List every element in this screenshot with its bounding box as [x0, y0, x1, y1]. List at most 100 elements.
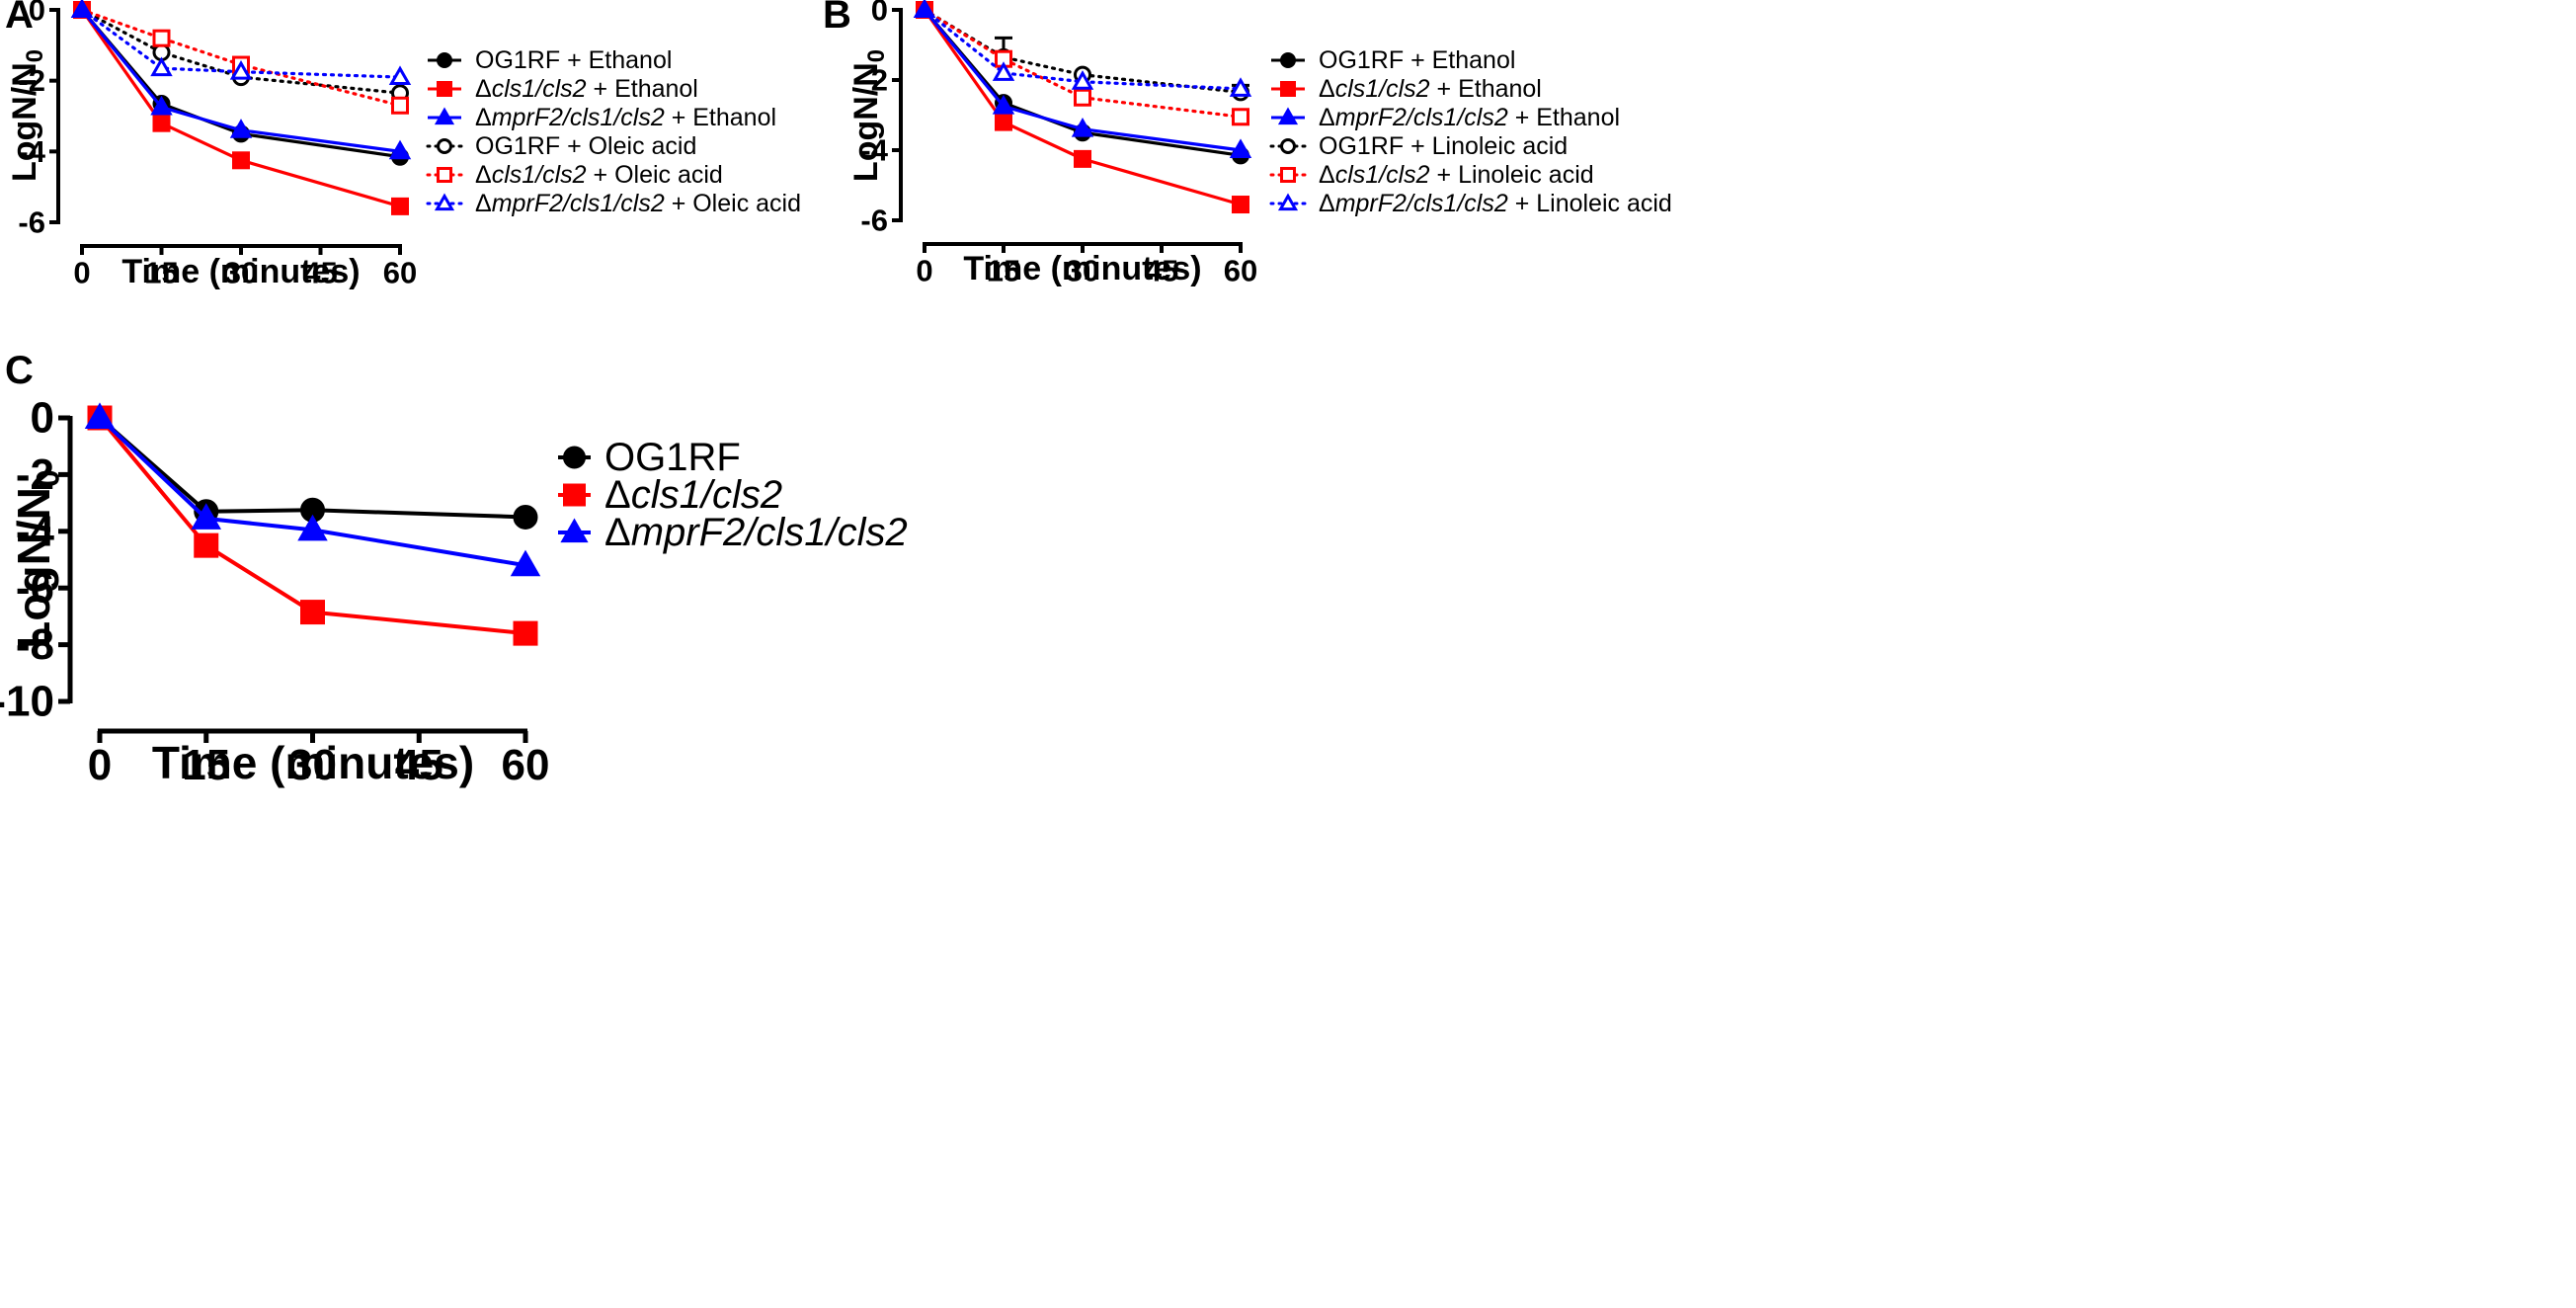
y-axis-label: LogN/N0	[8, 469, 66, 648]
data-point	[300, 600, 325, 625]
data-point	[388, 65, 412, 86]
legend-text: OG1RF	[1319, 46, 1404, 74]
series-line	[98, 416, 526, 568]
legend-entry: OG1RF	[604, 436, 741, 479]
x-tick-label: 30	[288, 741, 337, 789]
y-axis-label-main: LogN/N	[6, 62, 43, 182]
legend-entry: OG1RF + Linoleic acid	[1319, 132, 1568, 160]
legend-text: OG1RF	[475, 132, 560, 160]
series-line	[923, 8, 1243, 91]
x-tick-label: 45	[1145, 253, 1178, 287]
legend-entry: ΔmprF2/cls1/cls2 + Oleic acid	[475, 190, 801, 217]
data-point	[1229, 77, 1252, 97]
y-tick-label: 0	[31, 394, 54, 443]
legend-delta: Δ	[604, 473, 631, 517]
data-point	[992, 61, 1015, 81]
x-axis-label: Time (minutes)	[963, 250, 1201, 287]
series-5	[913, 0, 1252, 97]
series-line	[80, 8, 402, 108]
legend-text-italic: mprF2/cls1/cls2	[492, 190, 665, 217]
data-point	[297, 514, 328, 541]
data-point	[152, 29, 171, 47]
x-axis-label: Time (minutes)	[152, 737, 474, 788]
legend-delta: Δ	[475, 161, 492, 189]
x-axis-label: Time (minutes)	[121, 253, 360, 290]
series-2	[70, 0, 412, 160]
data-point	[150, 95, 173, 116]
y-axis-label: LogN/N0	[847, 49, 890, 182]
data-point	[150, 56, 173, 77]
data-point	[1074, 149, 1091, 168]
legend-text: + Ethanol	[560, 46, 672, 74]
data-point	[191, 503, 221, 530]
legend-text-italic: cls1/cls2	[492, 75, 587, 103]
legend-text: + Ethanol	[1430, 75, 1542, 103]
legend-delta: Δ	[1319, 190, 1335, 217]
legend-text-italic: mprF2/cls1/cls2	[1335, 104, 1508, 131]
data-point	[995, 113, 1012, 131]
x-tick-label: 45	[303, 255, 337, 289]
legend-text: + Ethanol	[1508, 104, 1620, 131]
y-tick-label: -6	[16, 564, 54, 613]
y-axis-label-subscript: 0	[863, 49, 890, 62]
series-2	[84, 402, 541, 577]
series-line	[80, 8, 402, 95]
legend-text-italic: cls1/cls2	[492, 161, 587, 189]
legend-marker	[437, 138, 452, 154]
legend-entry: ΔmprF2/cls1/cls2 + Ethanol	[475, 104, 776, 131]
x-tick-label: 30	[1066, 253, 1099, 287]
x-tick-label: 15	[144, 255, 178, 289]
legend-marker	[1280, 167, 1296, 183]
data-point	[1074, 88, 1091, 107]
data-point	[229, 119, 253, 138]
legend-entry: OG1RF + Ethanol	[475, 46, 672, 74]
legend-text: + Linoleic acid	[1404, 132, 1568, 160]
y-tick-label: -4	[16, 507, 55, 555]
x-tick-label: 45	[395, 741, 443, 789]
x-tick-label: 30	[224, 255, 258, 289]
legend-marker	[563, 446, 586, 469]
legend-text: + Oleic acid	[587, 161, 723, 189]
legend-text: + Oleic acid	[665, 190, 801, 217]
series-0	[87, 405, 538, 530]
legend-text: + Linoleic acid	[1430, 161, 1594, 189]
legend-text-italic: cls1/cls2	[1335, 75, 1430, 103]
y-axis-label-subscript: 0	[31, 469, 66, 487]
legend-text-italic: cls1/cls2	[631, 473, 782, 517]
panel-letter: B	[823, 0, 851, 37]
y-tick-label: 0	[871, 0, 888, 28]
legend-marker	[560, 518, 589, 543]
legend-entry: Δcls1/cls2 + Ethanol	[1319, 75, 1542, 103]
legend-entry: Δcls1/cls2 + Oleic acid	[475, 161, 723, 189]
legend-text: + Ethanol	[587, 75, 698, 103]
data-point	[913, 0, 936, 18]
legend-text-italic: mprF2/cls1/cls2	[1335, 190, 1508, 217]
y-tick-label: -4	[860, 133, 888, 168]
legend-entry: ΔmprF2/cls1/cls2 + Ethanol	[1319, 104, 1620, 131]
y-tick-label: -4	[18, 134, 45, 169]
legend-marker	[437, 81, 452, 97]
x-tick-label: 0	[73, 255, 90, 289]
panel-letter: A	[5, 0, 34, 37]
legend-delta: Δ	[475, 190, 492, 217]
legend-marker	[563, 483, 586, 507]
legend-delta: Δ	[1319, 161, 1335, 189]
data-point	[229, 60, 253, 80]
y-tick-label: -6	[18, 205, 45, 240]
legend-marker	[1277, 193, 1299, 211]
data-point	[232, 151, 250, 170]
legend-marker	[1277, 107, 1299, 125]
legend-text-italic: mprF2/cls1/cls2	[492, 104, 665, 131]
y-tick-label: -2	[16, 450, 54, 499]
y-tick-label: -10	[0, 678, 54, 726]
data-point	[152, 114, 171, 132]
legend-delta: Δ	[475, 75, 492, 103]
legend-entry: ΔmprF2/cls1/cls2 + Linoleic acid	[1319, 190, 1672, 217]
legend-entry: Δcls1/cls2	[604, 473, 782, 517]
y-tick-label: -2	[18, 63, 45, 98]
data-point	[391, 96, 409, 115]
legend-delta: Δ	[1319, 75, 1335, 103]
